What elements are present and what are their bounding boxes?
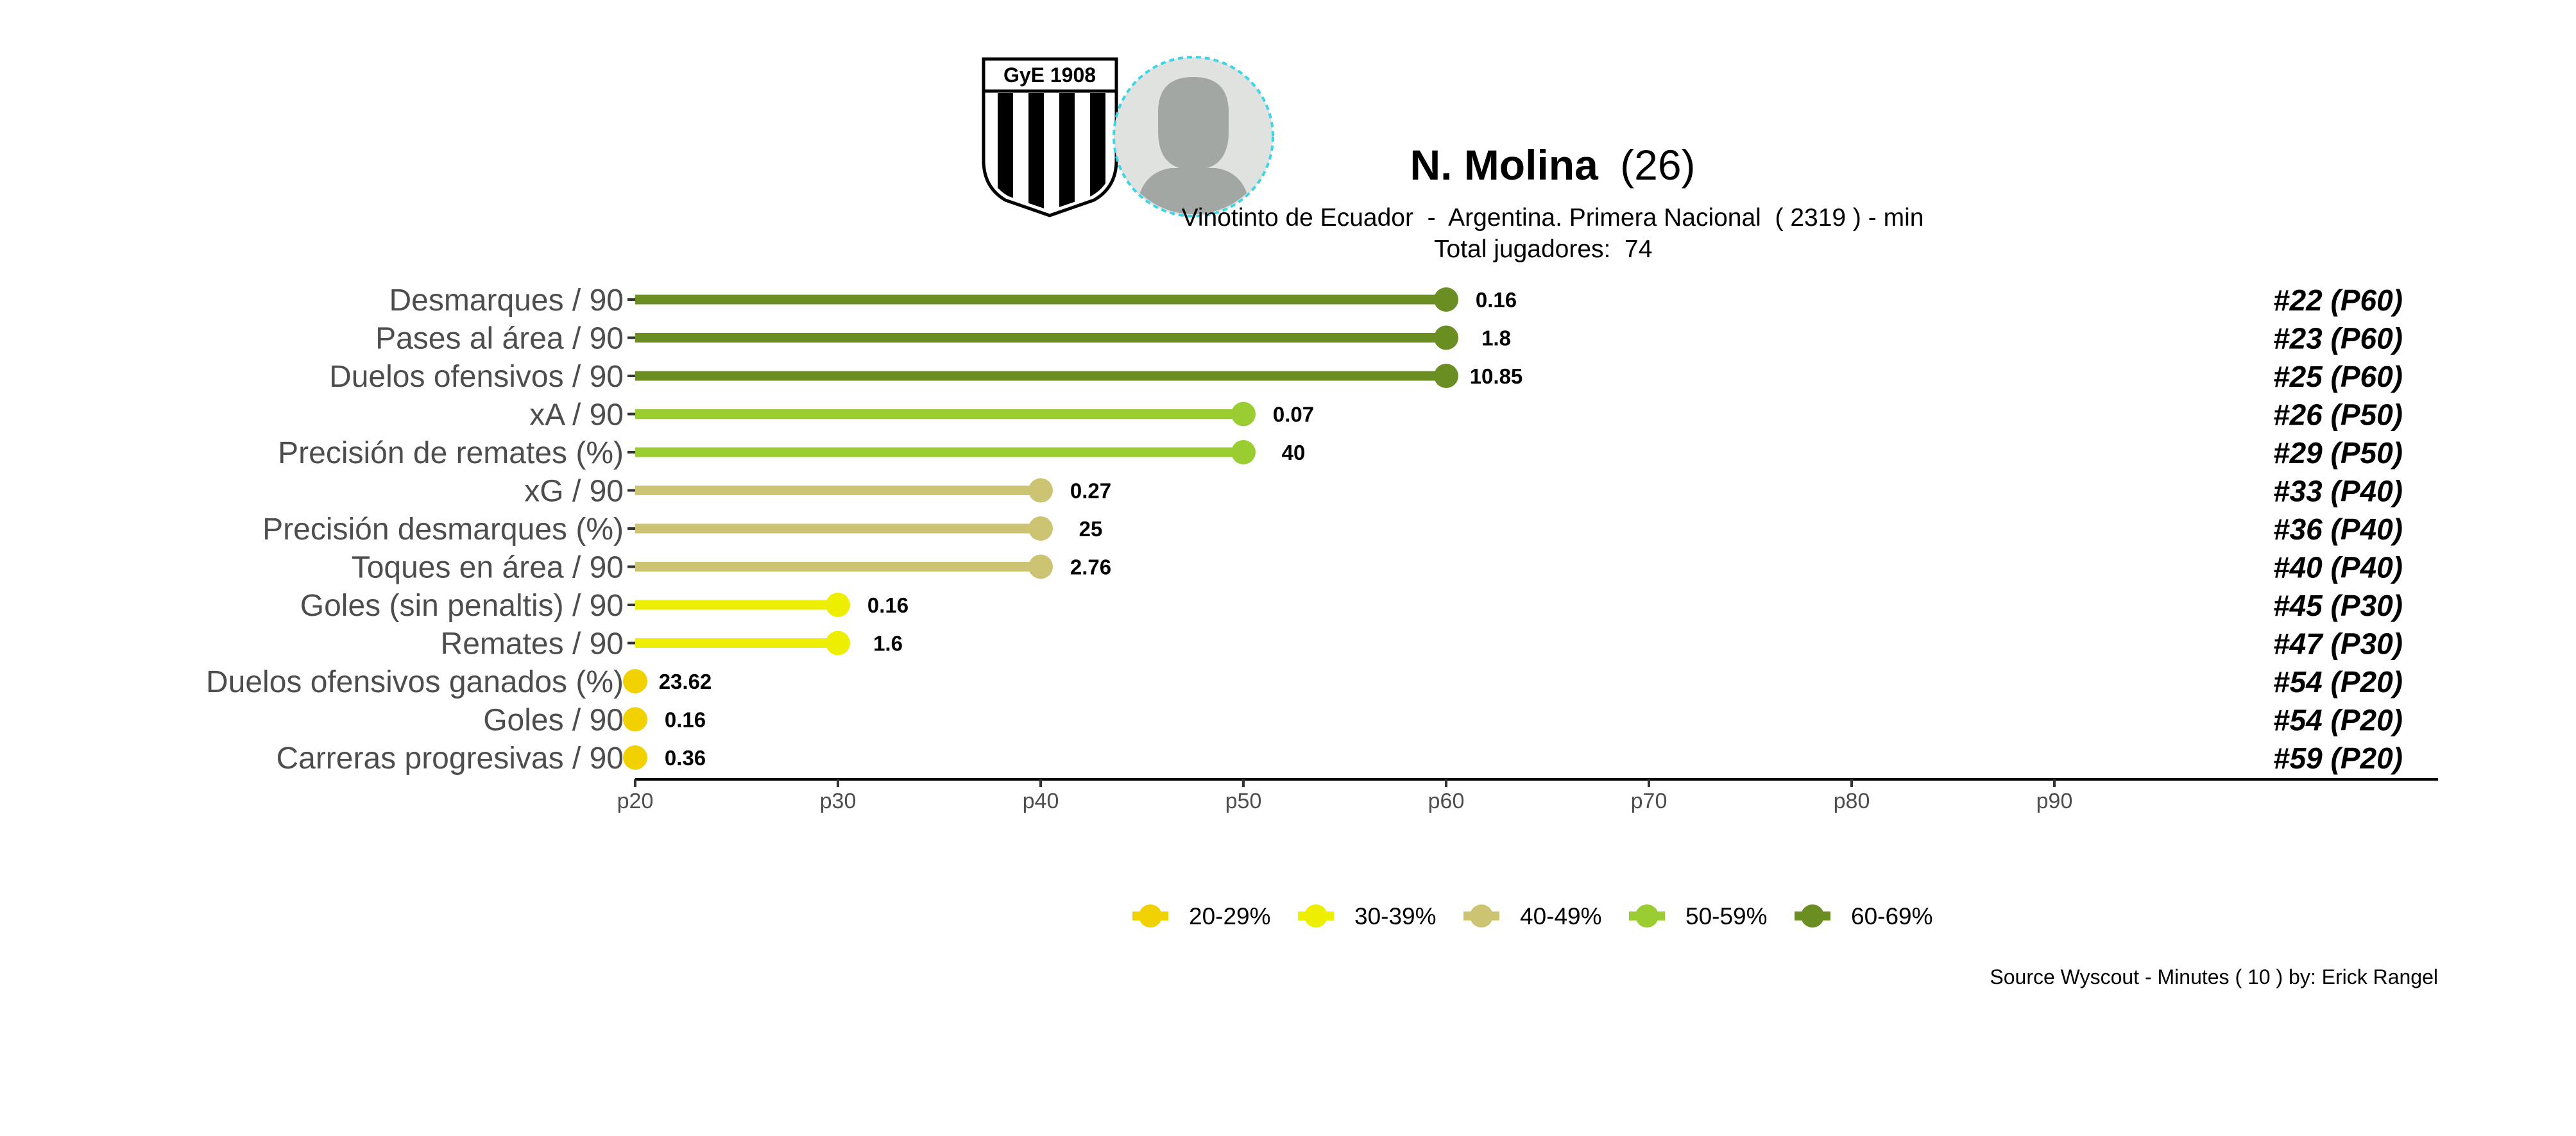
y-axis-label: Goles / 90 bbox=[483, 704, 624, 738]
legend-key-point bbox=[1470, 904, 1493, 928]
x-tick-label: p30 bbox=[820, 789, 857, 813]
value-label: 0.36 bbox=[665, 746, 706, 770]
bar-point bbox=[1231, 440, 1256, 464]
legend-label: 20-29% bbox=[1189, 903, 1271, 929]
legend-key-point bbox=[1139, 904, 1162, 928]
rank-label: #23 (P60) bbox=[2273, 322, 2403, 355]
chart-title: N. Molina (26) bbox=[1410, 141, 1695, 189]
x-tick-label: p40 bbox=[1023, 789, 1059, 813]
value-label: 25 bbox=[1079, 517, 1103, 541]
x-axis-ticks: p20 p30 p40 p50 p60 p70 p80 p90 bbox=[617, 779, 2073, 813]
y-axis-label: Precisión de remates (%) bbox=[278, 436, 624, 470]
rank-label: #26 (P50) bbox=[2273, 398, 2403, 432]
rank-label: #54 (P20) bbox=[2273, 665, 2403, 699]
bar-point bbox=[623, 669, 647, 693]
legend-label: 40-49% bbox=[1520, 903, 1602, 929]
y-axis-label: xA / 90 bbox=[529, 398, 624, 432]
y-axis-label: Precisión desmarques (%) bbox=[262, 513, 624, 547]
y-axis-label: Duelos ofensivos / 90 bbox=[329, 360, 624, 394]
bar-point bbox=[623, 745, 647, 770]
value-label: 1.6 bbox=[873, 632, 903, 656]
y-axis-label: Goles (sin penaltis) / 90 bbox=[300, 589, 624, 623]
rank-label: #40 (P40) bbox=[2273, 551, 2403, 584]
bar-point bbox=[1434, 287, 1458, 312]
value-label: 0.16 bbox=[867, 593, 908, 617]
legend: 20-29% 30-39% 40-49% 50-59% 60-69% bbox=[1132, 903, 1933, 929]
rank-label: #22 (P60) bbox=[2273, 284, 2403, 317]
x-tick-label: p20 bbox=[617, 789, 654, 813]
rank-label: #54 (P20) bbox=[2273, 704, 2403, 737]
value-label: 1.8 bbox=[1481, 326, 1511, 350]
player-avatar-icon bbox=[1113, 56, 1274, 217]
chart-subtitle-line1: Vinotinto de Ecuador - Argentina. Primer… bbox=[1182, 204, 1924, 232]
bar-point bbox=[1434, 364, 1458, 388]
y-axis-label: Pases al área / 90 bbox=[375, 322, 624, 356]
bar-point bbox=[826, 631, 850, 656]
rank-label: #33 (P40) bbox=[2273, 475, 2403, 508]
y-axis-label: Desmarques / 90 bbox=[389, 284, 624, 318]
lollipop-bars bbox=[623, 287, 1458, 770]
y-axis-label: Toques en área / 90 bbox=[352, 551, 624, 585]
y-axis-labels: Desmarques / 90 Pases al área / 90 Duelos … bbox=[206, 284, 624, 776]
bar-point bbox=[1028, 554, 1053, 579]
x-tick-label: p70 bbox=[1631, 789, 1668, 813]
y-axis-label: Carreras progresivas / 90 bbox=[276, 742, 624, 776]
club-badge-icon: GyE 1908 bbox=[982, 57, 1118, 217]
rank-labels: #22 (P60) #23 (P60) #25 (P60) #26 (P50) #29 … bbox=[2273, 284, 2403, 775]
club-badge-text: GyE 1908 bbox=[1003, 64, 1096, 87]
value-label: 40 bbox=[1282, 441, 1306, 464]
y-axis-label: Remates / 90 bbox=[441, 627, 624, 661]
x-tick-label: p60 bbox=[1428, 789, 1465, 813]
value-label: 0.16 bbox=[1476, 288, 1517, 312]
value-label: 10.85 bbox=[1470, 364, 1523, 388]
x-tick-label: p80 bbox=[1834, 789, 1870, 813]
legend-key-point bbox=[1635, 904, 1659, 928]
player-age: (26) bbox=[1620, 141, 1695, 189]
value-labels: 0.16 1.8 10.85 0.07 40 0.27 25 2.76 0.16 1.6 23.62… bbox=[659, 288, 1523, 770]
legend-label: 30-39% bbox=[1354, 903, 1437, 929]
source-caption: Source Wyscout - Minutes ( 10 ) by: Eric… bbox=[1990, 965, 2438, 988]
bar-point bbox=[826, 593, 850, 617]
chart-subtitle-line2: Total jugadores: 74 bbox=[1434, 235, 1652, 263]
value-label: 2.76 bbox=[1070, 555, 1111, 579]
legend-key-point bbox=[1801, 904, 1824, 928]
value-label: 0.07 bbox=[1273, 403, 1314, 427]
bar-point bbox=[1434, 325, 1458, 350]
rank-label: #47 (P30) bbox=[2273, 627, 2403, 661]
y-axis-label: xG / 90 bbox=[524, 475, 624, 509]
x-tick-label: p90 bbox=[2036, 789, 2073, 813]
legend-key-point bbox=[1304, 904, 1327, 928]
legend-label: 50-59% bbox=[1685, 903, 1768, 929]
rank-label: #45 (P30) bbox=[2273, 589, 2403, 622]
x-tick-label: p50 bbox=[1225, 789, 1262, 813]
legend-label: 60-69% bbox=[1851, 903, 1933, 929]
bar-point bbox=[1028, 478, 1053, 503]
value-label: 23.62 bbox=[659, 670, 712, 693]
bar-point bbox=[1231, 402, 1256, 427]
bar-point bbox=[1028, 516, 1053, 541]
value-label: 0.16 bbox=[665, 708, 706, 732]
rank-label: #59 (P20) bbox=[2273, 742, 2403, 775]
player-name: N. Molina bbox=[1410, 141, 1599, 189]
bar-point bbox=[623, 707, 647, 732]
value-label: 0.27 bbox=[1070, 479, 1111, 503]
rank-label: #36 (P40) bbox=[2273, 513, 2403, 546]
y-axis-label: Duelos ofensivos ganados (%) bbox=[206, 665, 624, 699]
rank-label: #29 (P50) bbox=[2273, 436, 2403, 470]
rank-label: #25 (P60) bbox=[2273, 360, 2403, 393]
